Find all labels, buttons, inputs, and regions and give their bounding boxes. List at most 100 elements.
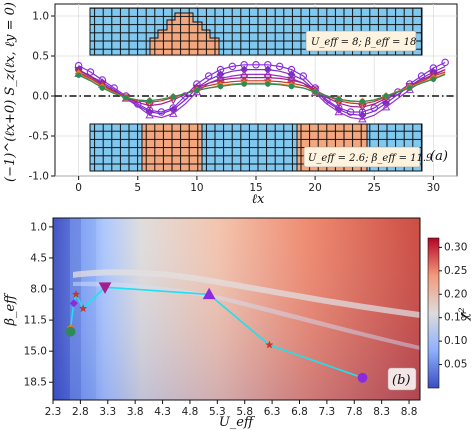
data-point <box>99 85 106 91</box>
series-line <box>78 69 446 120</box>
data-point <box>263 65 272 74</box>
colorbar-tick-label: 0.10 <box>444 335 467 347</box>
x-tick-label: 3.3 <box>99 406 116 418</box>
y-tick-label: 0.5 <box>32 51 49 63</box>
panel-b-xlabel: U_eff <box>219 415 256 430</box>
path-point <box>357 372 368 383</box>
panel-a-tag: (a) <box>430 149 448 164</box>
x-tick-label: 8.8 <box>401 406 418 418</box>
y-tick-label: 18.5 <box>24 377 47 389</box>
heatmap-path <box>65 282 368 383</box>
x-tick-label: 15 <box>249 182 262 194</box>
inset-top-label: U_eff = 8; β_eff = 18 <box>311 37 416 48</box>
panel-b-ticks: 2.3 2.8 3.3 3.8 4.3 4.8 5.3 5.8 6.3 6.8 7.3 7.8 8.3 8… <box>24 221 418 418</box>
inset-bottom-lattice: U_eff = 2.6; β_eff = 11.9 <box>89 123 433 172</box>
path-point <box>65 326 76 337</box>
data-point <box>145 110 154 119</box>
x-tick-label: 6.8 <box>291 406 308 418</box>
data-point <box>358 114 367 123</box>
path-point <box>98 282 112 294</box>
data-point <box>287 76 296 85</box>
colorbar-label: χ² <box>457 307 472 321</box>
x-tick-label: 10 <box>190 182 203 194</box>
data-point <box>334 107 344 116</box>
data-point <box>381 102 391 111</box>
data-point <box>263 74 273 83</box>
data-point <box>86 68 95 76</box>
y-tick-label: 15.0 <box>24 346 47 358</box>
data-point <box>265 81 271 87</box>
y-tick-label: -1.0 <box>29 171 50 183</box>
data-point <box>123 94 129 101</box>
colorbar-tick-label: 0.15 <box>444 312 467 324</box>
panel-a: U_eff = 8; β_eff = 18 U_eff = 2.6; β_eff… <box>3 2 458 207</box>
colorbar-tick-label: 0.30 <box>444 241 467 253</box>
x-tick-label: 4.8 <box>182 406 199 418</box>
data-point <box>275 62 284 71</box>
path-point <box>69 299 78 308</box>
x-tick-label: 8.3 <box>373 406 390 418</box>
data-point <box>359 98 366 105</box>
x-tick-label: 4.3 <box>154 406 171 418</box>
panel-b: 2.3 2.8 3.3 3.8 4.3 4.8 5.3 5.8 6.3 6.8 7.3 7.8 8.3 8… <box>3 217 472 430</box>
panel-b-tag: (b) <box>392 373 410 388</box>
data-point <box>323 96 331 104</box>
data-point <box>170 94 176 100</box>
data-point <box>299 72 308 80</box>
data-point <box>346 108 355 116</box>
colorbar-tick-label: 0.20 <box>444 288 467 300</box>
y-tick-label: 8.0 <box>30 284 47 296</box>
colorbar-ticks: 0.30 0.25 0.20 0.15 0.10 0.05 <box>439 241 467 371</box>
panel-a-series <box>74 58 449 123</box>
x-tick-label: 5.8 <box>236 406 253 418</box>
data-point <box>228 62 237 71</box>
inset-bottom-label: U_eff = 2.6; β_eff = 11.9 <box>308 153 433 164</box>
x-tick-label: 6.3 <box>264 406 281 418</box>
data-point <box>146 98 153 104</box>
y-tick-label: 1.0 <box>30 221 47 233</box>
panel-b-ylabel: β_eff <box>3 292 18 327</box>
x-tick-label: 5.3 <box>209 406 226 418</box>
y-tick-label: 1.0 <box>32 11 49 23</box>
panel-b-tag-box <box>387 367 417 391</box>
x-tick-label: 30 <box>427 182 440 194</box>
data-point <box>239 74 249 83</box>
x-tick-label: 5 <box>134 182 141 194</box>
panel-a-ticks: 0 5 10 15 20 25 30 -1.0 -0.5 0.0 0.5 1.0 <box>29 11 441 195</box>
x-tick-label: 7.3 <box>319 406 336 418</box>
data-point <box>204 72 213 80</box>
y-tick-label: -0.5 <box>29 131 50 143</box>
panel-a-ylabel: (−1)^(ℓx+0) S_z(ℓx, ℓy = 0) <box>3 2 18 182</box>
x-tick-label: 3.8 <box>127 406 144 418</box>
path-point <box>202 287 216 300</box>
inset-top-lattice: U_eff = 8; β_eff = 18 <box>89 7 423 56</box>
data-point <box>383 93 389 99</box>
path-point <box>71 289 81 299</box>
data-point <box>75 72 82 78</box>
x-tick-label: 25 <box>368 182 381 194</box>
x-tick-label: 20 <box>308 182 321 194</box>
panel-a-xlabel: ℓx <box>252 192 265 207</box>
x-tick-label: 2.8 <box>72 406 89 418</box>
x-tick-label: 7.8 <box>346 406 363 418</box>
data-point <box>217 83 224 90</box>
x-tick-label: 0 <box>75 182 82 194</box>
path-point <box>78 304 88 313</box>
colorbar <box>427 237 440 389</box>
data-point <box>194 87 200 94</box>
data-point <box>430 76 437 82</box>
data-point <box>288 83 295 90</box>
path-point <box>265 340 274 349</box>
data-point <box>241 81 247 87</box>
heatmap-field <box>52 217 421 401</box>
colorbar-tick-label: 0.05 <box>444 359 467 371</box>
data-point <box>312 89 318 95</box>
data-point <box>216 76 225 85</box>
data-point <box>406 85 413 91</box>
data-point <box>168 109 178 117</box>
data-point <box>252 61 260 69</box>
data-point <box>240 65 249 74</box>
data-point <box>336 96 342 102</box>
y-tick-label: 4.5 <box>30 252 47 264</box>
